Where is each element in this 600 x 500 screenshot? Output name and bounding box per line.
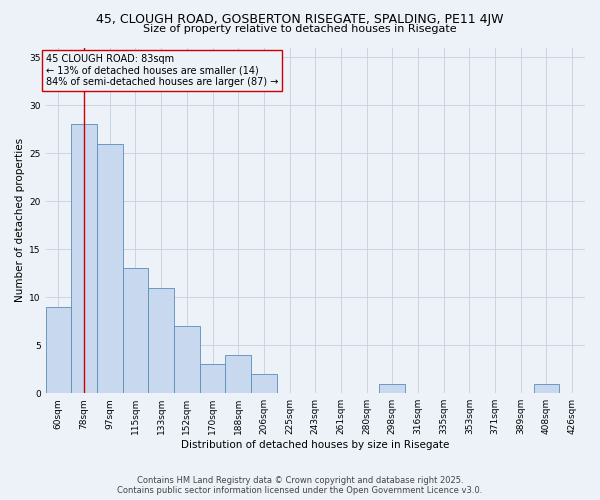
Text: Contains HM Land Registry data © Crown copyright and database right 2025.
Contai: Contains HM Land Registry data © Crown c… — [118, 476, 482, 495]
X-axis label: Distribution of detached houses by size in Risegate: Distribution of detached houses by size … — [181, 440, 449, 450]
Y-axis label: Number of detached properties: Number of detached properties — [15, 138, 25, 302]
Bar — [46, 307, 71, 393]
Bar — [533, 384, 559, 393]
Bar — [174, 326, 200, 393]
Text: 45, CLOUGH ROAD, GOSBERTON RISEGATE, SPALDING, PE11 4JW: 45, CLOUGH ROAD, GOSBERTON RISEGATE, SPA… — [96, 12, 504, 26]
Bar — [226, 355, 251, 393]
Bar — [148, 288, 174, 393]
Bar — [97, 144, 122, 393]
Bar — [200, 364, 226, 393]
Bar — [379, 384, 405, 393]
Text: 45 CLOUGH ROAD: 83sqm
← 13% of detached houses are smaller (14)
84% of semi-deta: 45 CLOUGH ROAD: 83sqm ← 13% of detached … — [46, 54, 278, 88]
Text: Size of property relative to detached houses in Risegate: Size of property relative to detached ho… — [143, 24, 457, 34]
Bar — [122, 268, 148, 393]
Bar — [251, 374, 277, 393]
Bar — [71, 124, 97, 393]
